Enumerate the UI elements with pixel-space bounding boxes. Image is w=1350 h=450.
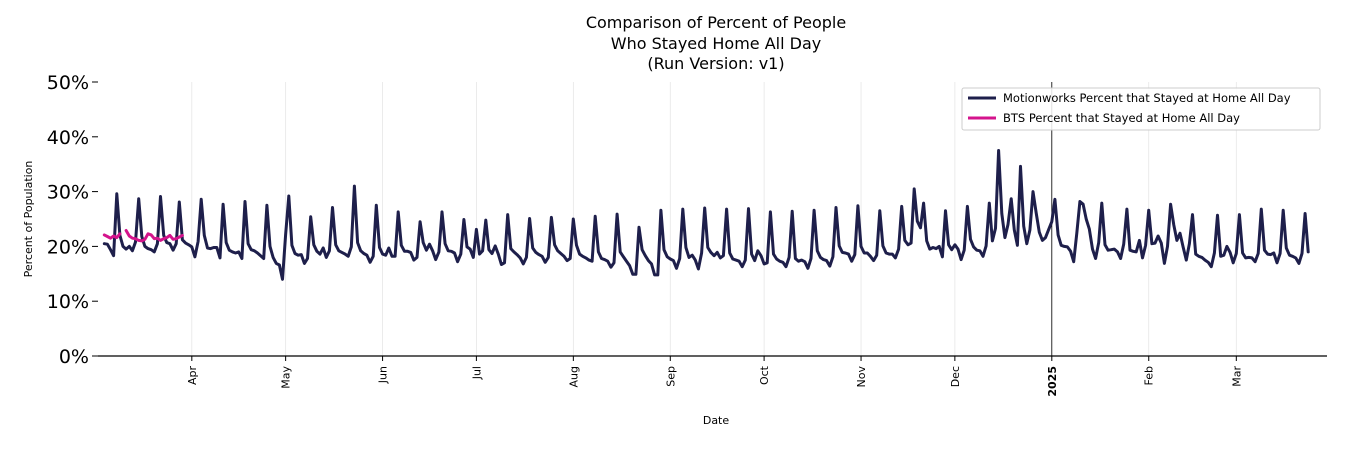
series-layer	[102, 149, 1310, 281]
y-ticks: 0% 10% 20% 30% 40% 50%	[47, 72, 98, 368]
series-line	[124, 229, 184, 243]
x-tick-label: Nov	[855, 366, 868, 388]
legend-label-motionworks: Motionworks Percent that Stayed at Home …	[1003, 91, 1291, 105]
x-tick-label: Jul	[470, 366, 483, 380]
chart-title-line-2: Who Stayed Home All Day	[611, 34, 821, 53]
y-tick-label: 0%	[59, 346, 89, 368]
series-line	[102, 232, 122, 240]
x-tick-label: Jun	[377, 366, 390, 384]
y-tick-label: 30%	[47, 182, 89, 204]
series-bts	[102, 229, 184, 243]
y-axis-label: Percent of Population	[22, 161, 35, 278]
y-tick-label: 40%	[47, 127, 89, 149]
chart-title-line-3: (Run Version: v1)	[647, 54, 784, 73]
x-tick-label: Mar	[1230, 366, 1243, 387]
y-tick-label: 20%	[47, 236, 89, 258]
x-axis-label: Date	[703, 414, 730, 427]
x-tick-label: Apr	[186, 366, 199, 386]
legend-label-bts: BTS Percent that Stayed at Home All Day	[1003, 111, 1240, 125]
x-tick-label: Aug	[567, 366, 580, 387]
x-tick-label: Oct	[758, 365, 771, 385]
x-tick-label: Sep	[664, 366, 677, 387]
series-line	[102, 149, 1310, 281]
chart-title-line-1: Comparison of Percent of People	[586, 13, 846, 32]
legend: Motionworks Percent that Stayed at Home …	[961, 87, 1321, 131]
y-tick-label: 10%	[47, 291, 89, 313]
x-tick-label: Dec	[949, 366, 962, 387]
x-tick-label: 2025	[1046, 366, 1059, 397]
x-tick-label: Feb	[1143, 366, 1156, 385]
y-tick-label: 50%	[47, 72, 89, 94]
x-ticks: Apr May Jun Jul Aug Sep Oct Nov Dec 2025 Feb Mar	[186, 356, 1243, 397]
series-motionworks	[102, 149, 1310, 281]
legend-box	[961, 87, 1321, 131]
x-tick-label: May	[280, 366, 293, 389]
